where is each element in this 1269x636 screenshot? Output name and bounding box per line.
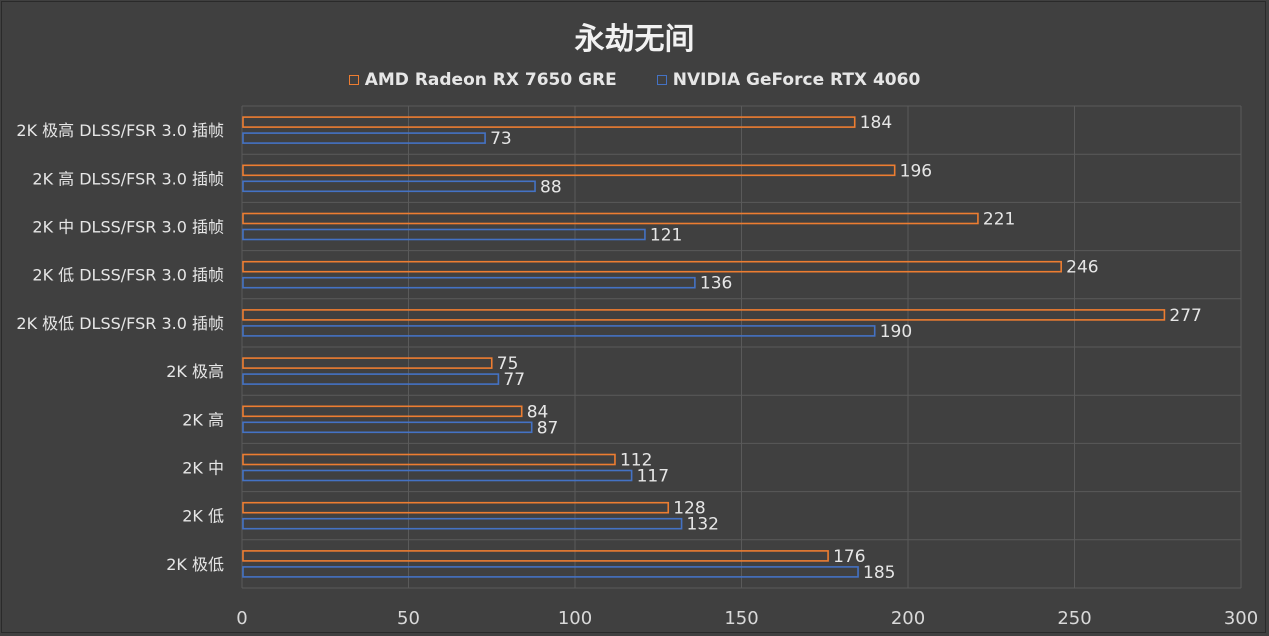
data-label: 246 <box>1066 258 1098 278</box>
bar-amd <box>242 550 829 562</box>
bar-nvidia <box>242 566 859 578</box>
bar-nvidia <box>242 276 696 289</box>
bar-nvidia <box>242 325 876 337</box>
x-tick-label: 100 <box>558 608 592 629</box>
legend-label-amd: AMD Radeon RX 7650 GRE <box>364 70 617 90</box>
chart-legend: AMD Radeon RX 7650 GRE NVIDIA GeForce RT… <box>0 70 1269 90</box>
x-tick-label: 300 <box>1224 608 1258 629</box>
x-tick-label: 200 <box>891 608 925 629</box>
chart-title: 永劫无间 <box>574 22 695 57</box>
bar-amd <box>242 453 616 466</box>
legend-label-nvidia: NVIDIA GeForce RTX 4060 <box>672 70 921 90</box>
category-label: 2K 极低 DLSS/FSR 3.0 插帧 <box>16 314 224 333</box>
data-label: 73 <box>490 129 512 149</box>
x-tick-label: 250 <box>1057 608 1091 629</box>
x-tick-label: 50 <box>397 608 420 629</box>
bar-amd <box>242 405 523 418</box>
bar-amd <box>242 357 493 369</box>
bar-nvidia <box>242 180 536 193</box>
category-label: 2K 低 DLSS/FSR 3.0 插帧 <box>32 266 224 285</box>
bar-amd <box>242 116 856 128</box>
x-tick-label: 150 <box>724 608 758 629</box>
category-label: 2K 极高 DLSS/FSR 3.0 插帧 <box>16 121 224 140</box>
legend-item-amd: AMD Radeon RX 7650 GRE <box>348 70 617 90</box>
category-label: 2K 中 <box>182 459 224 478</box>
data-label: 87 <box>537 418 559 438</box>
data-label: 196 <box>900 161 932 181</box>
category-label: 2K 极高 <box>166 362 224 381</box>
category-label: 2K 高 <box>182 410 224 429</box>
data-label: 112 <box>620 451 652 471</box>
data-label: 121 <box>650 226 682 246</box>
bar-nvidia <box>242 373 500 385</box>
bar-amd <box>242 309 1166 321</box>
bar-nvidia <box>242 132 486 144</box>
data-label: 184 <box>860 113 892 133</box>
data-label: 77 <box>503 370 525 390</box>
data-label: 128 <box>673 499 705 519</box>
data-label: 117 <box>637 467 669 487</box>
data-label: 75 <box>497 354 519 374</box>
legend-swatch-nvidia <box>656 75 667 85</box>
category-label: 2K 极低 <box>166 555 224 574</box>
data-label: 88 <box>540 177 562 197</box>
bar-nvidia <box>242 517 683 530</box>
data-label: 84 <box>527 402 549 422</box>
category-label: 2K 中 DLSS/FSR 3.0 插帧 <box>32 218 224 237</box>
data-label: 190 <box>880 322 912 342</box>
bar-nvidia <box>242 228 646 241</box>
data-label: 185 <box>863 563 895 583</box>
category-label: 2K 高 DLSS/FSR 3.0 插帧 <box>32 169 224 188</box>
bar-nvidia <box>242 421 533 434</box>
bar-amd <box>242 164 896 177</box>
legend-item-nvidia: NVIDIA GeForce RTX 4060 <box>656 70 921 90</box>
bar-nvidia <box>242 469 633 482</box>
data-label: 221 <box>983 210 1015 230</box>
bar-amd <box>242 260 1062 273</box>
data-label: 136 <box>700 274 732 294</box>
bar-amd <box>242 501 670 514</box>
legend-swatch-amd <box>348 75 359 85</box>
category-label: 2K 低 <box>182 507 224 526</box>
bar-amd <box>242 212 979 225</box>
x-tick-label: 0 <box>236 608 247 629</box>
data-label: 132 <box>687 515 719 535</box>
data-label: 176 <box>833 547 865 567</box>
data-label: 277 <box>1169 306 1201 326</box>
